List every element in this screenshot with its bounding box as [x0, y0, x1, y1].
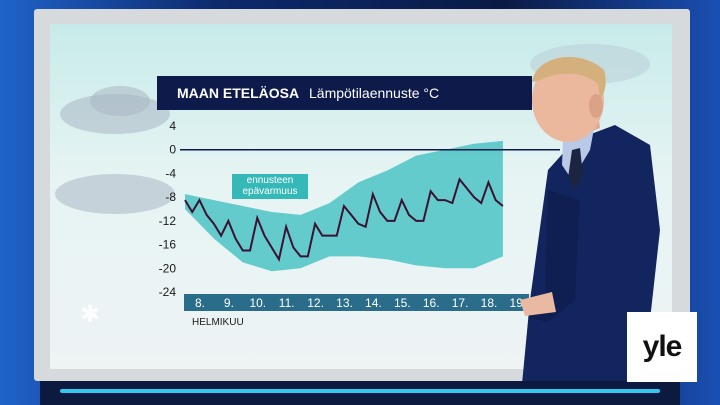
- presenter-hand: [520, 292, 556, 316]
- y-tick-label: -8: [165, 190, 176, 204]
- yle-logo: yle: [627, 312, 697, 382]
- x-day-label: 13.: [336, 296, 353, 310]
- x-day-label: 10.: [249, 296, 266, 310]
- temperature-line: [184, 177, 504, 263]
- uncertainty-label-line1: ennusteen: [246, 175, 294, 186]
- x-day-label: 8.: [195, 296, 205, 310]
- x-day-label: 14.: [365, 296, 382, 310]
- uncertainty-label: ennusteen epävarmuus: [232, 174, 308, 199]
- presenter-head: [532, 58, 604, 142]
- studio-light-strip: [60, 389, 660, 393]
- x-day-label: 9.: [224, 296, 234, 310]
- chart-title-bar: MAAN ETELÄOSA Lämpötilaennuste °C: [157, 76, 532, 110]
- x-day-label: 18.: [481, 296, 498, 310]
- snowflake-icon: ✱: [80, 301, 101, 328]
- x-day-label: 16.: [423, 296, 440, 310]
- y-tick-label: 0: [169, 143, 176, 157]
- day-axis-bar: [184, 294, 529, 311]
- x-day-label: 12.: [307, 296, 324, 310]
- studio-floor: [40, 381, 680, 405]
- y-tick-label: -4: [165, 166, 176, 180]
- presenter-tie: [568, 148, 583, 190]
- x-day-label: 15.: [394, 296, 411, 310]
- cloud-decoration: [90, 86, 150, 116]
- y-tick-label: -24: [159, 285, 177, 299]
- uncertainty-label-line2: epävarmuus: [242, 186, 298, 197]
- x-day-label: 17.: [452, 296, 469, 310]
- title-region: MAAN ETELÄOSA: [177, 85, 300, 101]
- y-tick-label: -12: [159, 214, 177, 228]
- cloud-decoration: [55, 174, 175, 214]
- y-tick-label: -16: [159, 238, 177, 252]
- month-label: HELMIKUU: [192, 317, 244, 328]
- x-day-label: 11.: [279, 296, 295, 310]
- y-tick-label: -20: [159, 261, 177, 275]
- y-tick-label: 4: [169, 119, 176, 133]
- presenter-hair: [532, 56, 606, 98]
- presenter-arm: [528, 190, 580, 322]
- title-subtitle: Lämpötilaennuste °C: [309, 85, 440, 101]
- presenter-ear: [589, 94, 603, 118]
